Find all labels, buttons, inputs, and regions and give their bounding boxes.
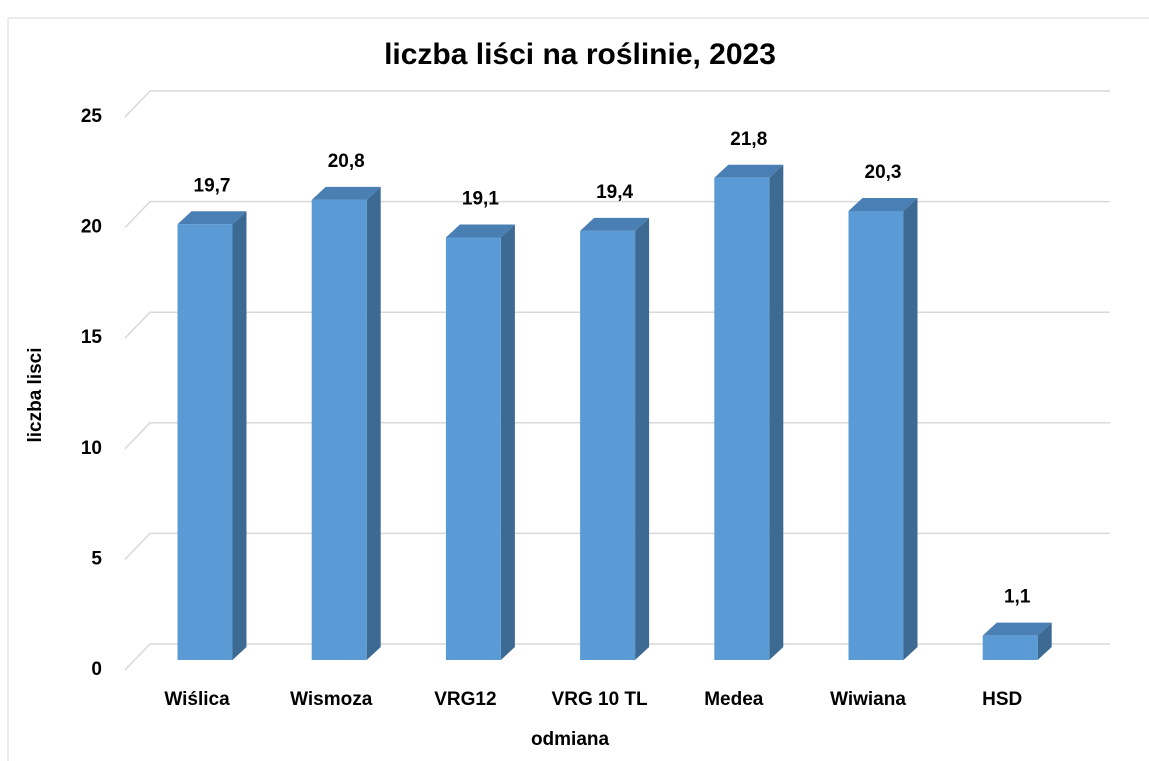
data-label: 19,7 — [194, 175, 231, 196]
x-tick-label: Medea — [704, 689, 764, 710]
bar-top — [580, 217, 650, 231]
data-label: 20,8 — [328, 151, 365, 172]
bar-top — [445, 224, 515, 238]
y-tick-label: 0 — [91, 659, 102, 680]
bar — [177, 224, 233, 660]
x-tick-label: Wiślica — [164, 689, 230, 710]
bar-top — [982, 622, 1052, 636]
grid-line — [124, 422, 1110, 450]
grid-line — [124, 532, 1110, 560]
bar — [580, 230, 636, 660]
data-label: 1,1 — [1004, 587, 1031, 608]
bar-top — [848, 197, 918, 211]
bar-side — [1037, 622, 1052, 660]
grid-line — [124, 311, 1110, 339]
bar — [848, 210, 904, 661]
bar-side — [500, 224, 515, 660]
y-axis-title: liczba lisci — [25, 347, 46, 442]
bar-top — [311, 186, 381, 200]
bar-top — [177, 211, 247, 225]
bar — [311, 199, 367, 661]
y-tick-label: 5 — [91, 548, 102, 569]
grid-line — [124, 90, 1110, 118]
data-label: 19,4 — [596, 182, 633, 203]
y-tick-label: 15 — [81, 327, 103, 348]
data-label: 21,8 — [730, 129, 767, 150]
x-tick-label: HSD — [982, 689, 1022, 710]
bar-side — [635, 217, 650, 660]
x-tick-label: Wiwiana — [830, 689, 906, 710]
bar-side — [903, 197, 918, 661]
x-tick-label: VRG 10 TL — [552, 689, 648, 710]
x-tick-label: Wismoza — [290, 689, 373, 710]
bar — [714, 177, 770, 660]
y-tick-label: 25 — [81, 106, 103, 127]
y-tick-label: 20 — [81, 217, 102, 238]
data-label: 20,3 — [865, 162, 902, 183]
bar — [445, 237, 501, 660]
x-tick-label: VRG12 — [434, 689, 496, 710]
bar — [982, 635, 1038, 660]
bar-side — [366, 186, 381, 661]
bar-top — [714, 164, 784, 178]
grid-line — [124, 200, 1110, 229]
chart-title: liczba liści na roślinie, 2023 — [384, 38, 776, 71]
bar-side — [769, 164, 784, 660]
data-label: 19,1 — [462, 189, 499, 210]
y-tick-label: 10 — [81, 438, 102, 459]
bar-side — [232, 211, 247, 660]
x-axis-title: odmiana — [531, 729, 610, 750]
grid-line — [124, 643, 1110, 671]
